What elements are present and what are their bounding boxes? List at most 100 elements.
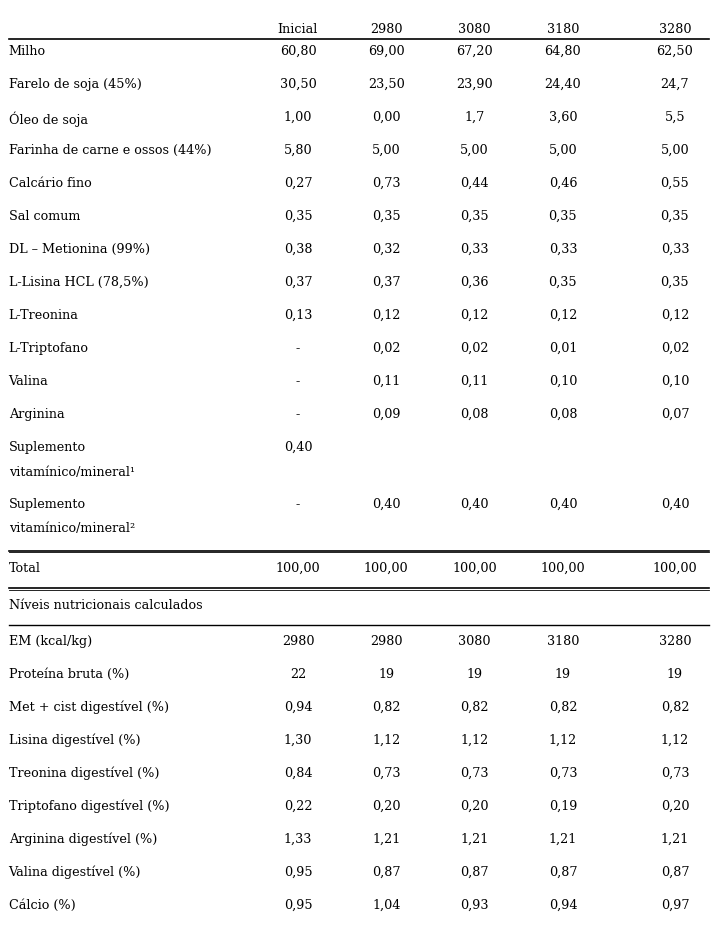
- Text: Suplemento: Suplemento: [9, 497, 85, 510]
- Text: 5,5: 5,5: [665, 111, 685, 124]
- Text: 23,50: 23,50: [368, 78, 405, 91]
- Text: Treonina digestível (%): Treonina digestível (%): [9, 766, 159, 780]
- Text: 0,95: 0,95: [284, 865, 312, 878]
- Text: 1,12: 1,12: [661, 733, 689, 746]
- Text: Suplemento: Suplemento: [9, 441, 85, 454]
- Text: Cálcio (%): Cálcio (%): [9, 897, 75, 910]
- Text: vitamínico/mineral²: vitamínico/mineral²: [9, 522, 135, 535]
- Text: 1,33: 1,33: [284, 831, 312, 844]
- Text: 0,35: 0,35: [661, 276, 689, 289]
- Text: L-Lisina HCL (78,5%): L-Lisina HCL (78,5%): [9, 276, 149, 289]
- Text: 0,37: 0,37: [284, 276, 312, 289]
- Text: L-Triptofano: L-Triptofano: [9, 342, 88, 354]
- Text: -: -: [296, 497, 300, 510]
- Text: 0,82: 0,82: [372, 700, 401, 713]
- Text: Proteína bruta (%): Proteína bruta (%): [9, 667, 129, 680]
- Text: 0,35: 0,35: [372, 210, 401, 223]
- Text: 0,97: 0,97: [661, 897, 689, 910]
- Text: 0,35: 0,35: [284, 210, 312, 223]
- Text: 1,12: 1,12: [372, 733, 401, 746]
- Text: 0,09: 0,09: [372, 407, 401, 420]
- Text: 0,08: 0,08: [549, 407, 577, 420]
- Text: 0,73: 0,73: [661, 766, 689, 779]
- Text: Níveis nutricionais calculados: Níveis nutricionais calculados: [9, 599, 202, 612]
- Text: 64,80: 64,80: [544, 45, 582, 58]
- Text: 0,12: 0,12: [661, 309, 689, 322]
- Text: 3080: 3080: [458, 634, 491, 647]
- Text: 2980: 2980: [370, 634, 403, 647]
- Text: 19: 19: [467, 667, 482, 680]
- Text: EM (kcal/kg): EM (kcal/kg): [9, 634, 92, 647]
- Text: 5,00: 5,00: [661, 144, 689, 157]
- Text: 0,46: 0,46: [549, 177, 577, 190]
- Text: 100,00: 100,00: [276, 561, 320, 574]
- Text: 0,87: 0,87: [372, 865, 401, 878]
- Text: 0,55: 0,55: [661, 177, 689, 190]
- Text: 24,40: 24,40: [544, 78, 582, 91]
- Text: 0,02: 0,02: [460, 342, 489, 354]
- Text: DL – Metionina (99%): DL – Metionina (99%): [9, 243, 150, 256]
- Text: 2980: 2980: [370, 23, 403, 36]
- Text: 0,33: 0,33: [460, 243, 489, 256]
- Text: 3,60: 3,60: [549, 111, 577, 124]
- Text: 23,90: 23,90: [456, 78, 493, 91]
- Text: 0,36: 0,36: [460, 276, 489, 289]
- Text: 1,21: 1,21: [661, 831, 689, 844]
- Text: 0,02: 0,02: [372, 342, 401, 354]
- Text: Calcário fino: Calcário fino: [9, 177, 91, 190]
- Text: 0,20: 0,20: [460, 799, 489, 812]
- Text: 69,00: 69,00: [368, 45, 405, 58]
- Text: 3180: 3180: [546, 23, 579, 36]
- Text: 0,73: 0,73: [372, 177, 401, 190]
- Text: Lisina digestível (%): Lisina digestível (%): [9, 733, 140, 746]
- Text: 1,7: 1,7: [465, 111, 485, 124]
- Text: 0,11: 0,11: [460, 375, 489, 388]
- Text: Farinha de carne e ossos (44%): Farinha de carne e ossos (44%): [9, 144, 211, 157]
- Text: 0,94: 0,94: [549, 897, 577, 910]
- Text: 1,00: 1,00: [284, 111, 312, 124]
- Text: Farelo de soja (45%): Farelo de soja (45%): [9, 78, 141, 91]
- Text: Triptofano digestível (%): Triptofano digestível (%): [9, 799, 169, 812]
- Text: 0,13: 0,13: [284, 309, 312, 322]
- Text: 0,12: 0,12: [372, 309, 401, 322]
- Text: 0,94: 0,94: [284, 700, 312, 713]
- Text: 0,87: 0,87: [460, 865, 489, 878]
- Text: 0,35: 0,35: [549, 276, 577, 289]
- Text: 0,20: 0,20: [372, 799, 401, 812]
- Text: 1,21: 1,21: [372, 831, 401, 844]
- Text: Arginina: Arginina: [9, 407, 64, 420]
- Text: Arginina digestível (%): Arginina digestível (%): [9, 831, 157, 845]
- Text: 1,12: 1,12: [549, 733, 577, 746]
- Text: L-Treonina: L-Treonina: [9, 309, 78, 322]
- Text: 0,93: 0,93: [460, 897, 489, 910]
- Text: 100,00: 100,00: [364, 561, 409, 574]
- Text: 1,21: 1,21: [460, 831, 489, 844]
- Text: 62,50: 62,50: [656, 45, 694, 58]
- Text: Valina digestível (%): Valina digestível (%): [9, 865, 141, 878]
- Text: Total: Total: [9, 561, 41, 574]
- Text: 0,22: 0,22: [284, 799, 312, 812]
- Text: 67,20: 67,20: [456, 45, 493, 58]
- Text: 3280: 3280: [658, 23, 691, 36]
- Text: 0,35: 0,35: [460, 210, 489, 223]
- Text: 100,00: 100,00: [653, 561, 697, 574]
- Text: 0,11: 0,11: [372, 375, 401, 388]
- Text: 1,04: 1,04: [372, 897, 401, 910]
- Text: 0,38: 0,38: [284, 243, 312, 256]
- Text: 0,40: 0,40: [284, 441, 312, 454]
- Text: Milho: Milho: [9, 45, 46, 58]
- Text: 100,00: 100,00: [452, 561, 497, 574]
- Text: 1,12: 1,12: [460, 733, 489, 746]
- Text: -: -: [296, 375, 300, 388]
- Text: 0,40: 0,40: [372, 497, 401, 510]
- Text: 0,12: 0,12: [460, 309, 489, 322]
- Text: 30,50: 30,50: [279, 78, 317, 91]
- Text: 0,37: 0,37: [372, 276, 401, 289]
- Text: 5,00: 5,00: [460, 144, 489, 157]
- Text: 0,73: 0,73: [549, 766, 577, 779]
- Text: 0,10: 0,10: [549, 375, 577, 388]
- Text: 0,35: 0,35: [661, 210, 689, 223]
- Text: vitamínico/mineral¹: vitamínico/mineral¹: [9, 465, 134, 478]
- Text: 0,12: 0,12: [549, 309, 577, 322]
- Text: 5,00: 5,00: [372, 144, 401, 157]
